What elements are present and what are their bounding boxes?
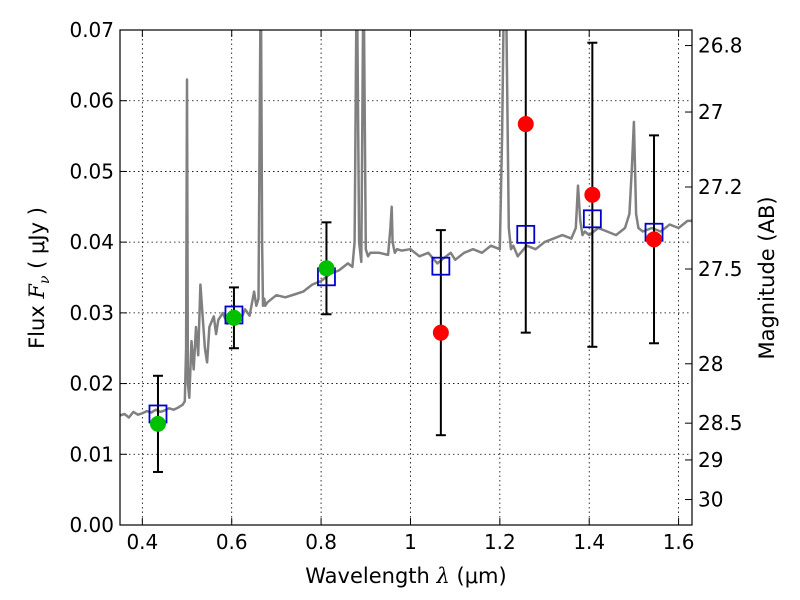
x-tick-label: 0.4 xyxy=(126,530,158,554)
model-flux-marker xyxy=(431,256,451,276)
x-tick-label: 0.6 xyxy=(216,530,248,554)
y-tick-label: 0.06 xyxy=(69,89,114,113)
right-tick-label: 27.5 xyxy=(698,257,743,281)
right-tick-label: 27 xyxy=(698,100,723,124)
y-tick-label: 0.04 xyxy=(69,230,114,254)
right-tick-label: 27.2 xyxy=(698,175,743,199)
x-axis-label: Wavelength λ (μm) xyxy=(305,564,506,588)
axis-ticks: 0.4 0.6 0.8 1 1.2 1.4 1.6 0.00 0.01 0.02 0.03 0.04 0… xyxy=(69,18,742,554)
x-tick-label: 1 xyxy=(404,530,417,554)
x-tick-label: 1.6 xyxy=(663,530,695,554)
observed-flux-marker xyxy=(432,324,449,341)
observed-flux-marker xyxy=(646,231,663,248)
observed-flux-marker xyxy=(225,309,242,326)
y-tick-label: 0.01 xyxy=(69,442,114,466)
y-tick-label: 0.03 xyxy=(69,301,114,325)
sed-model-line xyxy=(120,30,692,419)
right-tick-label: 28 xyxy=(698,352,723,376)
y-axis-label: Flux Fν ( μJy ) xyxy=(25,207,53,349)
right-tick-label: 26.8 xyxy=(698,34,743,58)
x-tick-label: 0.8 xyxy=(305,530,337,554)
data-markers xyxy=(148,30,664,473)
plot-frame xyxy=(119,29,693,526)
observed-flux-marker xyxy=(318,260,335,277)
model-flux-marker xyxy=(516,224,536,244)
observed-flux-marker xyxy=(517,116,534,133)
observed-flux-marker xyxy=(149,415,166,432)
model-flux-marker xyxy=(582,209,602,229)
x-tick-label: 1.2 xyxy=(484,530,516,554)
right-tick-label: 29 xyxy=(698,448,723,472)
y-tick-label: 0.02 xyxy=(69,372,114,396)
y-tick-label: 0.00 xyxy=(69,513,114,537)
y-tick-label: 0.07 xyxy=(69,18,114,42)
right-axis-label: Magnitude (AB) xyxy=(755,196,779,359)
right-tick-label: 30 xyxy=(698,488,723,512)
right-tick-label: 28.5 xyxy=(698,411,743,435)
observed-flux-marker xyxy=(584,186,601,203)
y-tick-label: 0.05 xyxy=(69,159,114,183)
x-tick-label: 1.4 xyxy=(573,530,605,554)
